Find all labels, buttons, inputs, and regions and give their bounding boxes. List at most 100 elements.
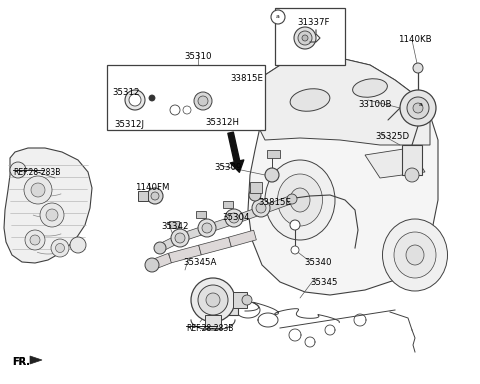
Circle shape <box>51 239 69 257</box>
Bar <box>250 182 262 193</box>
Circle shape <box>70 237 86 253</box>
Circle shape <box>151 192 159 200</box>
Circle shape <box>46 209 58 221</box>
Circle shape <box>249 189 261 201</box>
Text: 35309: 35309 <box>214 163 241 172</box>
Text: REF.28-283B: REF.28-283B <box>186 324 233 333</box>
Bar <box>196 211 206 218</box>
Ellipse shape <box>290 89 330 111</box>
Text: 1140KB: 1140KB <box>398 35 432 44</box>
Circle shape <box>413 103 423 113</box>
Polygon shape <box>239 204 269 222</box>
Circle shape <box>407 97 429 119</box>
Circle shape <box>129 94 141 106</box>
Circle shape <box>183 106 191 114</box>
Circle shape <box>145 258 159 272</box>
Bar <box>169 221 179 228</box>
Circle shape <box>287 194 297 204</box>
Polygon shape <box>150 253 172 270</box>
Circle shape <box>25 230 45 250</box>
Circle shape <box>405 168 419 182</box>
Bar <box>233 292 247 308</box>
Ellipse shape <box>406 245 424 265</box>
Text: 35312: 35312 <box>112 88 140 97</box>
Circle shape <box>10 162 26 178</box>
Circle shape <box>294 27 316 49</box>
Polygon shape <box>365 148 425 178</box>
Polygon shape <box>266 196 291 212</box>
Polygon shape <box>155 92 200 110</box>
Bar <box>210 295 238 315</box>
Polygon shape <box>168 85 183 93</box>
Polygon shape <box>168 245 201 263</box>
Circle shape <box>265 168 279 182</box>
Polygon shape <box>120 96 135 106</box>
Text: a: a <box>276 15 280 20</box>
Circle shape <box>414 98 428 112</box>
FancyArrowPatch shape <box>228 132 244 172</box>
Circle shape <box>413 63 423 73</box>
Text: 35312J: 35312J <box>114 120 144 129</box>
Polygon shape <box>255 58 430 145</box>
Bar <box>267 150 280 158</box>
Text: 35310: 35310 <box>184 52 212 61</box>
Circle shape <box>225 209 243 227</box>
Text: 35304: 35304 <box>222 213 250 222</box>
Text: 35312H: 35312H <box>205 118 239 127</box>
Circle shape <box>291 246 299 254</box>
Circle shape <box>271 10 285 24</box>
Ellipse shape <box>290 188 310 212</box>
Circle shape <box>202 223 212 233</box>
Circle shape <box>194 92 212 110</box>
Circle shape <box>242 295 252 305</box>
Circle shape <box>170 105 180 115</box>
Text: 35340: 35340 <box>304 258 332 267</box>
Circle shape <box>214 287 230 303</box>
Circle shape <box>149 95 155 101</box>
Circle shape <box>400 90 436 126</box>
Circle shape <box>40 203 64 227</box>
Circle shape <box>290 220 300 230</box>
Ellipse shape <box>277 174 323 226</box>
Ellipse shape <box>265 160 335 240</box>
Ellipse shape <box>383 219 447 291</box>
Text: 35325D: 35325D <box>375 132 409 141</box>
Text: 1140FM: 1140FM <box>135 183 169 192</box>
Circle shape <box>256 203 266 213</box>
Circle shape <box>30 235 40 245</box>
Circle shape <box>171 229 189 247</box>
Text: 35345A: 35345A <box>183 258 216 267</box>
Polygon shape <box>248 58 438 295</box>
Circle shape <box>252 199 270 217</box>
Bar <box>250 191 260 198</box>
Polygon shape <box>30 356 42 364</box>
Text: FR.: FR. <box>12 357 30 367</box>
Circle shape <box>191 278 235 322</box>
Ellipse shape <box>353 79 387 97</box>
Circle shape <box>198 219 216 237</box>
Circle shape <box>198 96 208 106</box>
Bar <box>205 315 221 328</box>
Bar <box>275 8 345 65</box>
Circle shape <box>198 285 228 315</box>
Text: 33815E: 33815E <box>258 198 291 207</box>
Text: a: a <box>419 103 423 108</box>
Circle shape <box>147 188 163 204</box>
Polygon shape <box>158 234 182 252</box>
Text: FR.: FR. <box>12 357 30 367</box>
Polygon shape <box>179 224 211 242</box>
Circle shape <box>125 90 145 110</box>
Polygon shape <box>199 237 231 255</box>
Polygon shape <box>4 148 92 263</box>
Ellipse shape <box>394 232 436 278</box>
Circle shape <box>302 35 308 41</box>
Bar <box>138 191 148 201</box>
Text: 33815E: 33815E <box>230 74 263 83</box>
Polygon shape <box>209 214 241 232</box>
Text: 35342: 35342 <box>161 222 189 231</box>
Circle shape <box>31 183 45 197</box>
Text: 35345: 35345 <box>310 278 337 287</box>
Text: 33100B: 33100B <box>358 100 392 109</box>
Circle shape <box>175 233 185 243</box>
Bar <box>107 65 265 130</box>
